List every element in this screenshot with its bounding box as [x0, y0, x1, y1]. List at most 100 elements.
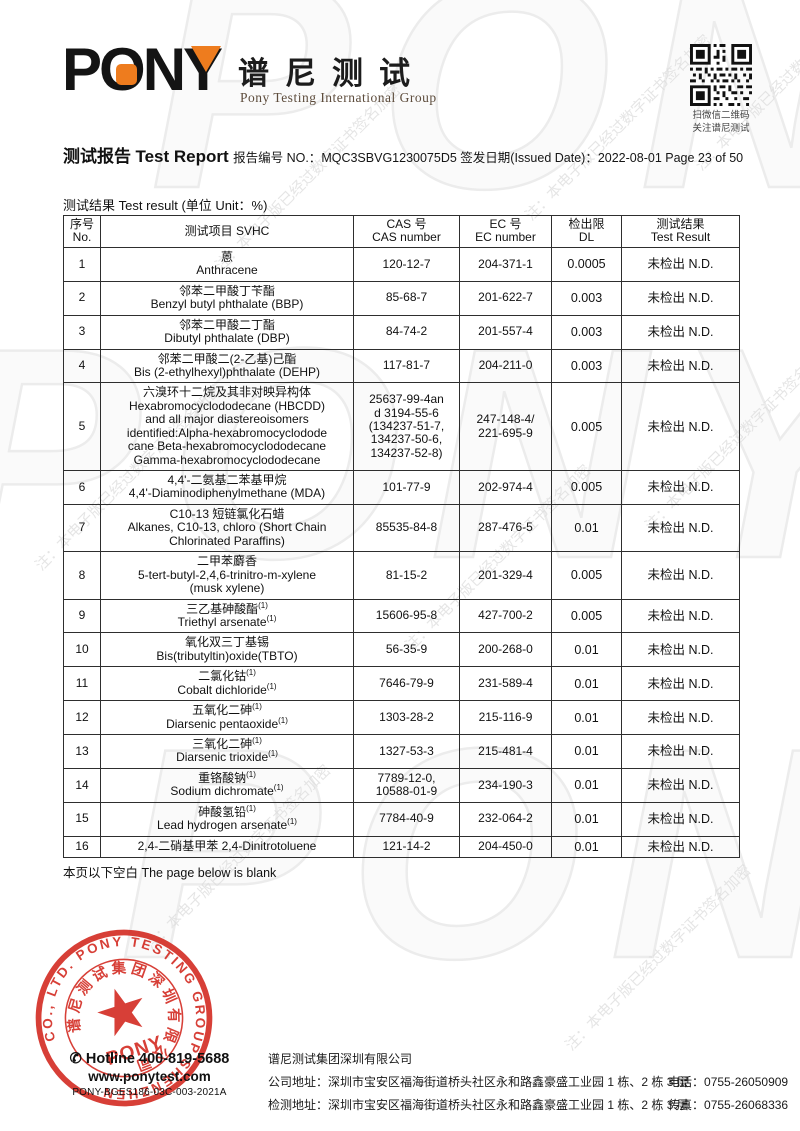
row-no: 10 [63, 632, 101, 668]
logo-chinese-name: 谱尼测试 [238, 56, 426, 91]
row-no: 8 [63, 551, 101, 600]
row-detection-limit: 0.005 [551, 382, 622, 471]
logo-orange-triangle-icon [191, 46, 221, 72]
row-ec-number: 287-476-5 [459, 503, 552, 553]
col-header-cas: CAS 号 CAS number [353, 215, 460, 248]
seal-star-icon [97, 988, 143, 1037]
row-detection-limit: 0.01 [551, 666, 622, 702]
row-substance: 三乙基砷酸酯(1) Triethyl arsenate(1) [100, 598, 354, 634]
row-substance: 砷酸氢铅(1) Lead hydrogen arsenate(1) [100, 801, 354, 837]
row-ec-number: 232-064-2 [459, 801, 552, 837]
row-test-result: 未检出 N.D. [621, 246, 740, 282]
row-substance: 邻苯二甲酸二丁酯 Dibutyl phthalate (DBP) [100, 314, 354, 350]
row-no: 16 [63, 835, 101, 858]
row-detection-limit: 0.005 [551, 598, 622, 634]
qr-code-icon [690, 44, 752, 106]
row-detection-limit: 0.003 [551, 280, 622, 316]
row-detection-limit: 0.01 [551, 700, 622, 735]
row-detection-limit: 0.005 [551, 470, 622, 505]
row-cas-number: 7789-12-0, 10588-01-9 [353, 767, 460, 803]
row-ec-number: 201-329-4 [459, 551, 552, 600]
row-detection-limit: 0.003 [551, 348, 622, 384]
row-no: 3 [63, 314, 101, 350]
tel-number: 0755-26050909 [704, 1074, 789, 1089]
report-no-label: 报告编号 NO.： [233, 151, 322, 165]
row-cas-number: 56-35-9 [353, 632, 460, 668]
row-substance: 邻苯二甲酸二(2-乙基)己酯 Bis (2-ethylhexyl)phthala… [100, 348, 354, 384]
row-no: 15 [63, 801, 101, 837]
row-no: 9 [63, 598, 101, 634]
company-seal: CO., LTD. PONY TESTING GROUP SHENZHEN 谱尼… [28, 922, 220, 1114]
row-ec-number: 204-450-0 [459, 835, 552, 858]
row-cas-number: 1303-28-2 [353, 700, 460, 735]
row-no: 2 [63, 280, 101, 316]
row-no: 6 [63, 470, 101, 505]
table-row: 3 邻苯二甲酸二丁酯 Dibutyl phthalate (DBP) 84-74… [63, 314, 740, 350]
row-detection-limit: 0.005 [551, 551, 622, 600]
table-row: 15 砷酸氢铅(1) Lead hydrogen arsenate(1) 778… [63, 801, 740, 837]
fax-label: 传真： [668, 1097, 705, 1112]
row-cas-number: 101-77-9 [353, 470, 460, 505]
issue-date: 2022-08-01 [597, 151, 662, 165]
table-row: 14 重铬酸钠(1) Sodium dichromate(1) 7789-12-… [63, 767, 740, 803]
row-ec-number: 201-557-4 [459, 314, 552, 350]
row-no: 14 [63, 767, 101, 803]
table-row: 9 三乙基砷酸酯(1) Triethyl arsenate(1) 15606-9… [63, 598, 740, 634]
row-detection-limit: 0.01 [551, 734, 622, 769]
row-substance: 二甲苯麝香 5-tert-butyl-2,4,6-trinitro-m-xyle… [100, 551, 354, 600]
row-detection-limit: 0.0005 [551, 246, 622, 282]
row-cas-number: 84-74-2 [353, 314, 460, 350]
report-title-cn: 测试报告 [63, 147, 131, 166]
table-row: 4 邻苯二甲酸二(2-乙基)己酯 Bis (2-ethylhexyl)phtha… [63, 348, 740, 384]
row-no: 7 [63, 503, 101, 553]
row-ec-number: 202-974-4 [459, 470, 552, 505]
table-header-row: 序号 No. 测试项目 SVHC CAS 号 CAS number EC 号 EC n… [63, 215, 740, 248]
row-test-result: 未检出 N.D. [621, 598, 740, 634]
table-row: 2 邻苯二甲酸丁苄酯 Benzyl butyl phthalate (BBP) … [63, 280, 740, 316]
col-header-result: 测试结果 Test Result [621, 215, 740, 248]
row-no: 4 [63, 348, 101, 384]
row-cas-number: 81-15-2 [353, 551, 460, 600]
row-test-result: 未检出 N.D. [621, 734, 740, 769]
wechat-qr-block: 扫微信二维码 关注谱尼测试 [688, 44, 754, 136]
result-heading: 测试结果 Test result (单位 Unit：%) [63, 198, 268, 213]
row-cas-number: 25637-99-4an d 3194-55-6 (134237-51-7, 1… [353, 382, 460, 471]
table-row: 10 氧化双三丁基锡 Bis(tributyltin)oxide(TBTO) 5… [63, 632, 740, 668]
row-no: 12 [63, 700, 101, 735]
col-header-svhc: 测试项目 SVHC [100, 215, 354, 248]
table-row: 1 蒽 Anthracene 120-12-7 204-371-1 0.0005… [63, 246, 740, 282]
row-ec-number: 247-148-4/ 221-695-9 [459, 382, 552, 471]
blank-page-note: 本页以下空白 The page below is blank [63, 865, 277, 880]
row-ec-number: 200-268-0 [459, 632, 552, 668]
row-ec-number: 201-622-7 [459, 280, 552, 316]
table-row: 7 C10-13 短链氯化石蜡 Alkanes, C10-13, chloro … [63, 503, 740, 553]
row-test-result: 未检出 N.D. [621, 503, 740, 553]
issue-date-label: 签发日期(Issued Date)： [460, 151, 598, 165]
row-test-result: 未检出 N.D. [621, 348, 740, 384]
row-cas-number: 7646-79-9 [353, 666, 460, 702]
row-test-result: 未检出 N.D. [621, 470, 740, 505]
row-test-result: 未检出 N.D. [621, 700, 740, 735]
row-substance: 2,4-二硝基甲苯 2,4-Dinitrotoluene [100, 835, 354, 858]
hotline-number: Hotline 400-819-5688 [85, 1051, 230, 1067]
row-substance: 氧化双三丁基锡 Bis(tributyltin)oxide(TBTO) [100, 632, 354, 668]
report-title-en: Test Report [135, 147, 229, 166]
row-ec-number: 204-371-1 [459, 246, 552, 282]
row-detection-limit: 0.01 [551, 767, 622, 803]
qr-caption-line2: 关注谱尼测试 [692, 122, 750, 134]
company-info-block: 谱尼测试集团深圳有限公司 公司地址：深圳市宝安区福海街道桥头社区永和路鑫豪盛工业… [268, 1048, 788, 1116]
row-detection-limit: 0.01 [551, 835, 622, 858]
row-cas-number: 15606-95-8 [353, 598, 460, 634]
website-url: www.ponytest.com [88, 1069, 211, 1084]
report-no: MQC3SBVG1230075D5 [321, 151, 457, 165]
row-test-result: 未检出 N.D. [621, 314, 740, 350]
company-address-label: 公司地址： [268, 1074, 329, 1089]
row-no: 5 [63, 382, 101, 471]
row-cas-number: 117-81-7 [353, 348, 460, 384]
logo-orange-square [116, 64, 137, 85]
row-ec-number: 204-211-0 [459, 348, 552, 384]
row-ec-number: 427-700-2 [459, 598, 552, 634]
row-test-result: 未检出 N.D. [621, 666, 740, 702]
row-test-result: 未检出 N.D. [621, 767, 740, 803]
